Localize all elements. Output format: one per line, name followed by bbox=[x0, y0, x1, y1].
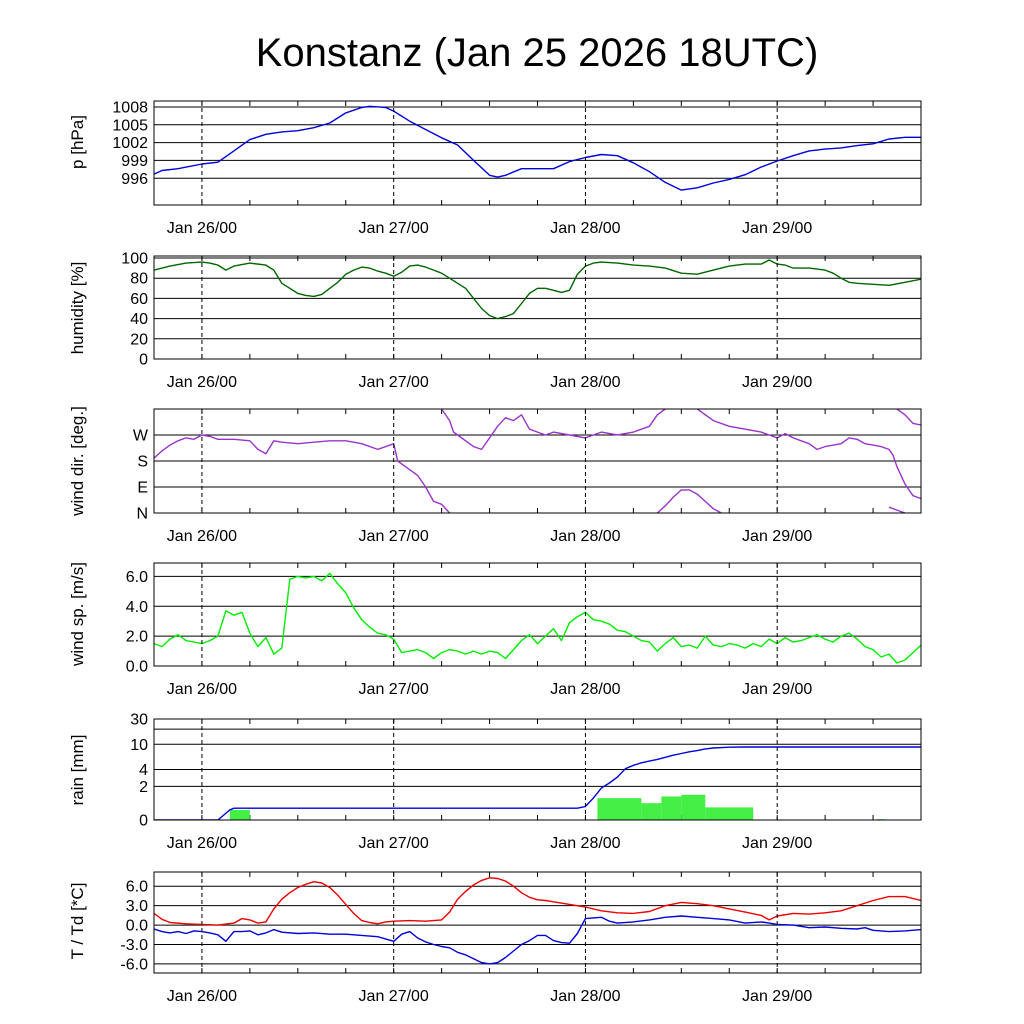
pressure-series-line bbox=[154, 105, 921, 191]
humidity-ylabel: humidity [%] bbox=[68, 262, 87, 355]
humidity-series-line bbox=[154, 259, 921, 320]
wind-speed-xtick-label: Jan 27/00 bbox=[359, 681, 429, 698]
rain-ytick-label: 30 bbox=[130, 712, 148, 729]
wind-speed-ytick-label: 6.0 bbox=[126, 569, 148, 586]
rain-frame bbox=[153, 718, 922, 821]
wind-direction-ytick-label: N bbox=[136, 506, 148, 523]
wind-direction-series-line bbox=[896, 409, 921, 426]
pressure-xtick-label: Jan 26/00 bbox=[167, 220, 237, 237]
temperature-ytick-label: 6.0 bbox=[126, 879, 148, 896]
temperature-ytick-label: -3.0 bbox=[120, 937, 148, 954]
humidity-ytick-label: 60 bbox=[130, 291, 148, 308]
temperature-xtick-label: Jan 26/00 bbox=[167, 988, 237, 1005]
temperature-ylabel: T / Td [*C] bbox=[68, 883, 87, 960]
rain-bar bbox=[661, 796, 682, 820]
rain-bar bbox=[229, 809, 250, 820]
wind-direction-xtick-label: Jan 26/00 bbox=[167, 528, 237, 545]
wind-direction-frame bbox=[153, 408, 922, 514]
wind-direction-ytick-label: S bbox=[137, 454, 148, 471]
humidity-frame bbox=[153, 255, 922, 360]
wind-speed-series-line bbox=[154, 572, 921, 664]
wind-speed-data bbox=[154, 572, 921, 664]
temperature-series-line bbox=[154, 877, 921, 926]
wind-speed-ytick-label: 4.0 bbox=[126, 599, 148, 616]
humidity-xtick-label: Jan 26/00 bbox=[167, 374, 237, 391]
chart-title: Konstanz (Jan 25 2026 18UTC) bbox=[256, 31, 819, 75]
wind-direction-series-line bbox=[656, 489, 722, 513]
rain-xtick-label: Jan 26/00 bbox=[167, 835, 237, 852]
wind-direction-ytick-label: W bbox=[133, 428, 149, 445]
wind-speed-xtick-label: Jan 28/00 bbox=[550, 681, 620, 698]
rain-xtick-label: Jan 28/00 bbox=[550, 835, 620, 852]
rain-xtick-label: Jan 29/00 bbox=[742, 835, 812, 852]
pressure-ytick-label: 1005 bbox=[112, 117, 148, 134]
rain-data bbox=[154, 746, 921, 820]
pressure-ytick-label: 996 bbox=[121, 171, 148, 188]
rain-xtick-label: Jan 27/00 bbox=[359, 835, 429, 852]
temperature-ytick-label: 3.0 bbox=[126, 898, 148, 915]
rain-bar bbox=[681, 794, 706, 820]
wind-speed-ytick-label: 0.0 bbox=[126, 659, 148, 676]
panel-humidity: 0 20 40 60 80 100 Jan 26/00 Jan 27/00 Jan 28/00 J… bbox=[68, 251, 922, 391]
wind-direction-xtick-label: Jan 28/00 bbox=[550, 528, 620, 545]
temperature-xtick-label: Jan 27/00 bbox=[359, 988, 429, 1005]
rain-ytick-label: 4 bbox=[139, 762, 148, 779]
rain-cumulative-line bbox=[154, 746, 921, 820]
rain-ytick-label: 2 bbox=[139, 779, 148, 796]
humidity-xtick-label: Jan 27/00 bbox=[359, 374, 429, 391]
panel-wind-speed: 0.0 2.0 4.0 6.0 Jan 26/00 Jan 27/00 Jan 28/00 J… bbox=[68, 562, 922, 698]
panel-rain: 0 24 10 30 Jan 26/00 Jan 27/00 Jan 28/00 Jan 29… bbox=[68, 712, 922, 852]
wind-direction-series-line bbox=[441, 409, 666, 451]
wind-direction-xtick-label: Jan 29/00 bbox=[742, 528, 812, 545]
wind-direction-series-line bbox=[154, 434, 451, 513]
temperature-xtick-label: Jan 28/00 bbox=[550, 988, 620, 1005]
pressure-ylabel: p [hPa] bbox=[68, 115, 87, 169]
pressure-ytick-label: 999 bbox=[121, 153, 148, 170]
temperature-series-line bbox=[154, 915, 921, 965]
pressure-xtick-label: Jan 28/00 bbox=[550, 220, 620, 237]
wind-speed-ytick-label: 2.0 bbox=[126, 629, 148, 646]
pressure-xtick-label: Jan 27/00 bbox=[359, 220, 429, 237]
temperature-data bbox=[154, 877, 921, 965]
humidity-xtick-label: Jan 28/00 bbox=[550, 374, 620, 391]
pressure-data bbox=[154, 105, 921, 191]
wind-speed-xtick-label: Jan 29/00 bbox=[742, 681, 812, 698]
humidity-ytick-label: 0 bbox=[139, 352, 148, 369]
pressure-ytick-label: 1002 bbox=[112, 135, 148, 152]
temperature-frame bbox=[153, 871, 922, 974]
rain-ytick-label: 10 bbox=[130, 737, 148, 754]
wind-direction-series-line bbox=[696, 409, 921, 500]
panel-temperature: -6.0 -3.0 0.0 3.0 6.0 Jan 26/00 Jan 27/00 Jan 2… bbox=[68, 871, 922, 1005]
wind-speed-xtick-label: Jan 26/00 bbox=[167, 681, 237, 698]
wind-direction-data bbox=[154, 409, 921, 513]
humidity-ytick-label: 40 bbox=[130, 311, 148, 328]
wind-direction-ytick-label: E bbox=[137, 480, 148, 497]
pressure-ytick-label: 1008 bbox=[112, 99, 148, 116]
wind-direction-series-line bbox=[888, 506, 906, 513]
temperature-xtick-label: Jan 29/00 bbox=[742, 988, 812, 1005]
humidity-xtick-label: Jan 29/00 bbox=[742, 374, 812, 391]
pressure-frame bbox=[153, 100, 922, 206]
humidity-data bbox=[154, 259, 921, 320]
wind-direction-ylabel: wind dir. [deg.] bbox=[68, 406, 87, 517]
humidity-ytick-label: 80 bbox=[130, 271, 148, 288]
wind-speed-ylabel: wind sp. [m/s] bbox=[68, 562, 87, 667]
humidity-ytick-label: 20 bbox=[130, 331, 148, 348]
wind-direction-xtick-label: Jan 27/00 bbox=[359, 528, 429, 545]
temperature-ytick-label: 0.0 bbox=[126, 918, 148, 935]
pressure-xtick-label: Jan 29/00 bbox=[742, 220, 812, 237]
rain-bar bbox=[705, 807, 754, 820]
temperature-ytick-label: -6.0 bbox=[120, 956, 148, 973]
wind-speed-frame bbox=[153, 562, 922, 667]
humidity-ytick-label: 100 bbox=[121, 251, 148, 268]
rain-ytick-label: 0 bbox=[139, 813, 148, 830]
rain-ylabel: rain [mm] bbox=[68, 735, 87, 806]
rain-bar bbox=[597, 798, 642, 820]
rain-bar bbox=[641, 803, 662, 820]
